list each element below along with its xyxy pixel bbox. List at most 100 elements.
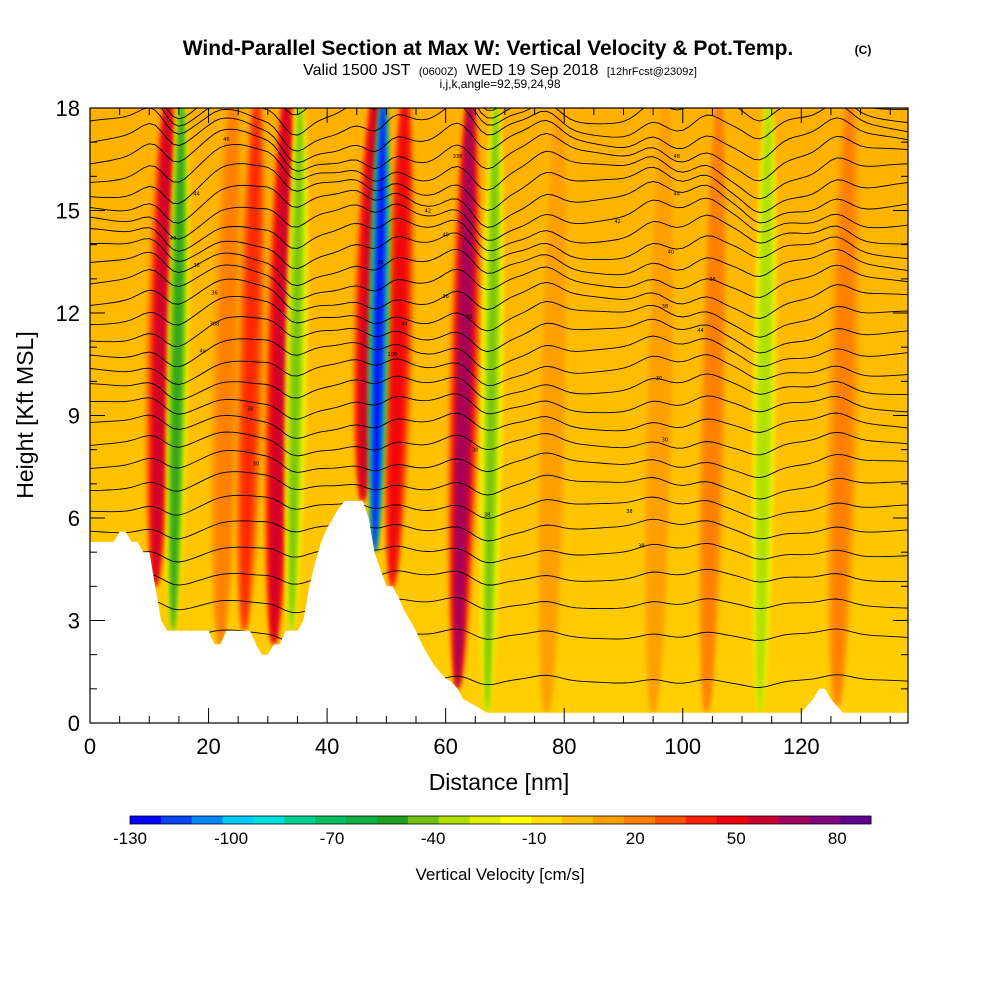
theta-contour-label: 36 <box>211 291 217 297</box>
theta-contour-line <box>90 108 908 152</box>
y-tick-label: 0 <box>68 711 80 736</box>
theta-contour-line <box>90 542 908 564</box>
plume-band <box>543 108 563 713</box>
theta-contour-line <box>90 568 908 586</box>
colorbar-swatch <box>716 816 748 824</box>
colorbar-tick-label: 50 <box>727 829 746 848</box>
colorbar-swatch <box>284 816 316 824</box>
theta-contour-line <box>90 412 908 439</box>
theta-contour-label: 30 <box>253 461 259 467</box>
theta-contour-line <box>90 450 908 479</box>
theta-contour-line <box>90 163 908 214</box>
theta-contour-line <box>90 316 908 354</box>
updraft-plume <box>536 108 570 713</box>
colorbar-title: Vertical Velocity [cm/s] <box>415 865 584 884</box>
colorbar-tick-label: 80 <box>828 829 847 848</box>
plume-band <box>372 108 386 553</box>
theta-contour-label: 36 <box>377 260 383 266</box>
colorbar-swatch <box>778 816 810 824</box>
subtitle-date: WED 19 Sep 2018 <box>466 62 599 79</box>
plume-band <box>171 108 184 631</box>
theta-contour-label: 44 <box>674 191 680 197</box>
colorbar-swatch <box>346 816 378 824</box>
colorbar-swatch <box>500 816 532 824</box>
x-tick-label: 0 <box>84 734 96 759</box>
theta-contour-label: 42 <box>425 209 431 215</box>
theta-contour-label: 42 <box>614 219 620 225</box>
downdraft-plume <box>752 108 776 713</box>
downdraft-plume <box>480 108 503 713</box>
theta-contour-label: 40 <box>170 236 176 242</box>
updraft-plume <box>382 108 416 587</box>
theta-contour-label: 36 <box>194 263 200 269</box>
plume-band <box>703 108 723 713</box>
theta-contour-label: 100 <box>388 352 398 358</box>
plume-band <box>757 108 771 713</box>
theta-contour-line <box>90 264 908 300</box>
y-tick-label: 9 <box>68 404 80 429</box>
theta-contour-line <box>90 471 908 500</box>
theta-contour-label: 308 <box>210 321 220 327</box>
updraft-plume <box>447 108 481 689</box>
plume-band <box>485 108 498 713</box>
colorbar-swatch <box>624 816 656 824</box>
x-axis-label: Distance [nm] <box>429 769 570 795</box>
theta-contour-label: 44 <box>697 328 703 334</box>
theta-contour-line <box>90 232 908 270</box>
colorbar-swatch <box>469 816 501 824</box>
colorbar-swatch <box>747 816 779 824</box>
x-axis: 0 20 40 60 80 100 120 <box>84 108 891 759</box>
colorbar-tick-label: -10 <box>522 829 547 848</box>
velocity-field <box>145 108 860 713</box>
plume-band <box>271 108 290 645</box>
theta-contours <box>90 108 908 689</box>
theta-contour-line <box>90 335 908 371</box>
x-tick-label: 20 <box>196 734 220 759</box>
colorbar-frame <box>129 815 872 825</box>
plume-band <box>389 108 408 587</box>
theta-contour-label: 40 <box>668 250 674 256</box>
colorbar-swatch <box>438 816 471 824</box>
colorbar-swatch <box>685 816 718 824</box>
theta-contour-line <box>90 597 908 614</box>
theta-contour-label: 338 <box>453 154 463 160</box>
theta-contour-line <box>90 144 908 200</box>
theta-contour-label: 38 <box>638 543 644 549</box>
colorbar-swatch <box>809 816 841 824</box>
colorbar-swatch <box>377 816 409 824</box>
y-tick-label: 6 <box>68 506 80 531</box>
plot-area: 38 38 38 30 30 30 38 30 100 4x 308 44 44 30 36 38 38 38 36… <box>90 108 908 723</box>
colorbar-swatch <box>407 816 440 824</box>
theta-contour-label: 48 <box>674 154 680 160</box>
colorbar-swatch <box>191 816 224 824</box>
colorbar-swatch <box>253 816 285 824</box>
y-tick-label: 18 <box>56 96 80 121</box>
theta-contour-label: 38 <box>709 277 715 283</box>
theta-contour-label: 38 <box>662 304 668 310</box>
theta-contour-line <box>90 128 908 182</box>
theta-contour-line <box>90 295 908 338</box>
y-tick-label: 3 <box>68 609 80 634</box>
theta-contour-label: 44 <box>401 321 407 327</box>
theta-contour-label: 30 <box>662 437 668 443</box>
theta-contour-label: 40 <box>442 232 448 238</box>
y-tick-label: 15 <box>56 199 80 224</box>
terrain-mask <box>90 500 908 723</box>
downdraft-plume <box>166 108 189 631</box>
colorbar-swatch <box>840 816 872 824</box>
colorbar-swatch <box>222 816 254 824</box>
colorbar-tick-label: 20 <box>626 829 645 848</box>
copyright-mark: (C) <box>855 43 872 57</box>
theta-contour-line <box>90 373 908 401</box>
colorbar-swatch <box>531 816 563 824</box>
colorbar-tick-label: -130 <box>113 829 147 848</box>
subtitle-valid-time: Valid 1500 JST <box>303 62 411 79</box>
theta-contour-line <box>90 214 908 252</box>
chart-subtitle: Valid 1500 JST (0600Z) WED 19 Sep 2018 [… <box>303 62 697 79</box>
plume-band <box>454 108 474 689</box>
theta-contour-line <box>90 431 908 457</box>
colorbar-swatch <box>593 816 625 824</box>
theta-contour-label: 30 <box>466 314 472 320</box>
theta-contour-label: 38 <box>247 407 253 413</box>
